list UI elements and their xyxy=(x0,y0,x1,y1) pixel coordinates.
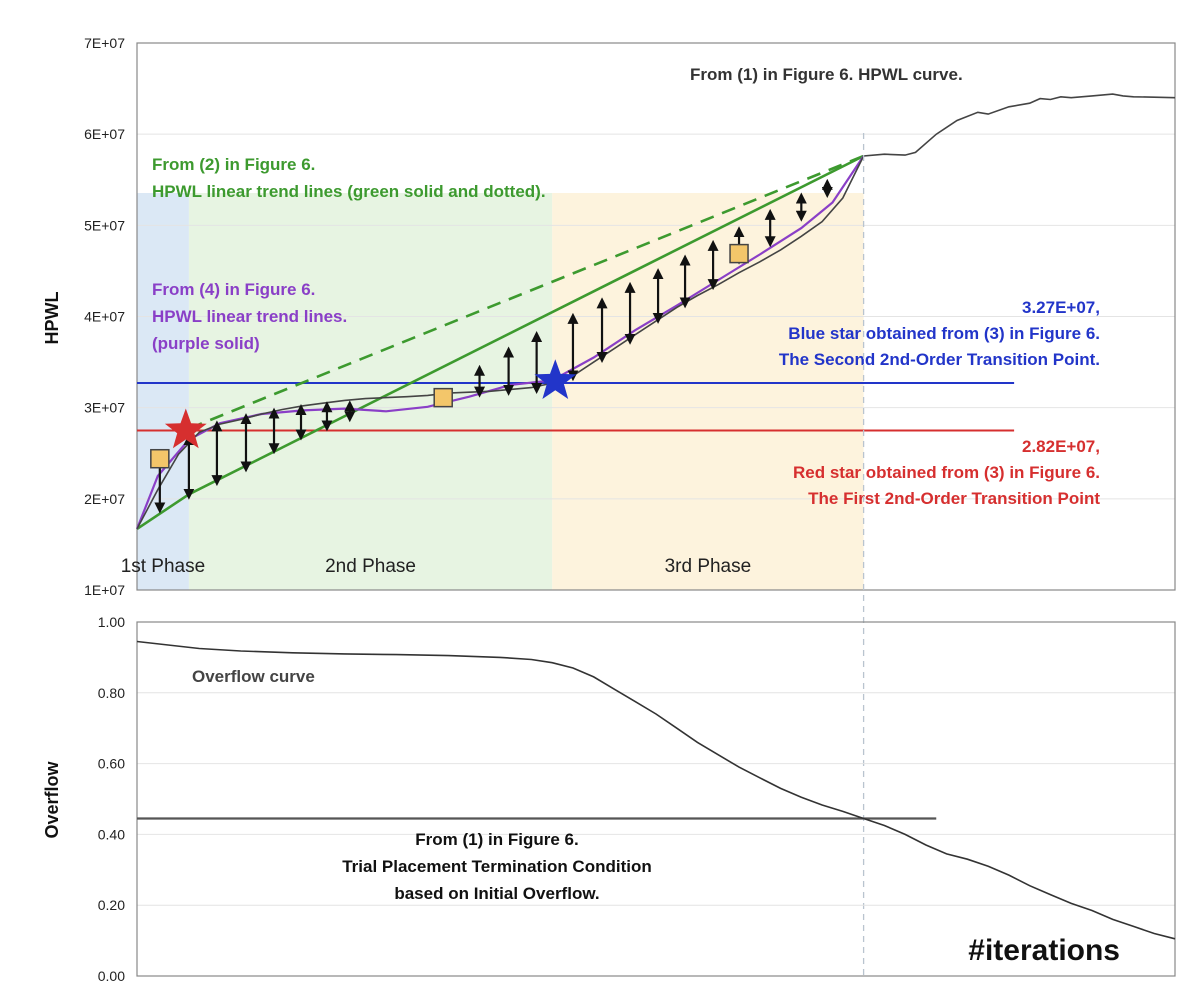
bottom-y-tick-label: 1.00 xyxy=(98,614,125,630)
top-plot-frame xyxy=(136,42,1176,591)
annotation-blue-line-3: The Second 2nd-Order Transition Point. xyxy=(779,350,1100,369)
square-marker xyxy=(150,448,170,469)
phase-band-3 xyxy=(552,193,864,590)
bottom-y-tick-label: 0.80 xyxy=(98,685,125,701)
bottom-y-tick-labels: 0.00 0.20 0.40 0.60 0.80 1.00 xyxy=(98,614,125,984)
top-y-tick-label: 2E+07 xyxy=(84,491,125,507)
series-overflow-curve xyxy=(136,640,1176,940)
overflow-chart: 0.00 0.20 0.40 0.60 0.80 1.00 Overflow Overfl… xyxy=(42,614,1176,984)
annotation-red-line-1: 2.82E+07, xyxy=(1022,437,1100,456)
top-y-tick-label: 4E+07 xyxy=(84,309,125,325)
series-green-dotted xyxy=(188,154,865,430)
annotation-green-line-1: From (2) in Figure 6. xyxy=(152,155,315,174)
annotation-green-line-2: HPWL linear trend lines (green solid and… xyxy=(152,182,546,201)
annotation-hpwl-curve-text: From (1) in Figure 6. HPWL curve. xyxy=(690,65,963,84)
top-series xyxy=(135,93,1176,530)
phase-band-2 xyxy=(188,193,553,590)
annotation-purple-line-1: From (4) in Figure 6. xyxy=(152,280,315,299)
bottom-y-tick-label: 0.00 xyxy=(98,968,125,984)
annotation-blue: 3.27E+07, Blue star obtained from (3) in… xyxy=(779,298,1100,369)
bottom-y-tick-label: 0.20 xyxy=(98,897,125,913)
bottom-y-axis-label: Overflow xyxy=(42,760,62,838)
annotation-termination-line-3: based on Initial Overflow. xyxy=(394,884,599,903)
annotation-overflow-curve-text: Overflow curve xyxy=(192,667,315,686)
bottom-y-tick-label: 0.60 xyxy=(98,756,125,772)
blue-star-marker xyxy=(534,359,577,399)
difference-arrows xyxy=(154,178,833,514)
square-marker xyxy=(729,243,749,264)
annotation-purple-line-2: HPWL linear trend lines. xyxy=(152,307,347,326)
top-y-tick-label: 7E+07 xyxy=(84,35,125,51)
square-marker xyxy=(433,387,453,408)
phase-labels: 1st Phase 2nd Phase 3rd Phase xyxy=(121,556,752,577)
annotation-red-line-2: Red star obtained from (3) in Figure 6. xyxy=(793,463,1100,482)
annotation-termination-line-1: From (1) in Figure 6. xyxy=(415,830,578,849)
x-axis-label: #iterations xyxy=(968,934,1120,967)
phase-band-1 xyxy=(137,193,189,590)
top-y-tick-label: 1E+07 xyxy=(84,582,125,598)
red-star-marker xyxy=(164,408,207,449)
phase-label-3: 3rd Phase xyxy=(665,556,752,577)
annotation-overflow-curve: Overflow curve xyxy=(192,667,315,686)
top-y-tick-label: 5E+07 xyxy=(84,217,125,233)
hpwl-chart: 1E+07 2E+07 3E+07 4E+07 5E+07 6E+07 7E+07 HPWL… xyxy=(42,35,1176,598)
annotation-red: 2.82E+07, Red star obtained from (3) in … xyxy=(793,437,1100,508)
annotation-blue-line-1: 3.27E+07, xyxy=(1022,298,1100,317)
bottom-plot-frame xyxy=(136,621,1176,977)
annotation-red-line-3: The First 2nd-Order Transition Point xyxy=(808,489,1100,508)
top-y-tick-label: 3E+07 xyxy=(84,400,125,416)
annotation-termination: From (1) in Figure 6. Trial Placement Te… xyxy=(342,830,652,903)
markers xyxy=(150,243,749,469)
annotation-termination-line-2: Trial Placement Termination Condition xyxy=(342,857,652,876)
annotation-blue-line-2: Blue star obtained from (3) in Figure 6. xyxy=(788,324,1100,343)
bottom-series xyxy=(136,640,1176,940)
top-y-tick-labels: 1E+07 2E+07 3E+07 4E+07 5E+07 6E+07 7E+07 xyxy=(84,35,125,598)
annotation-green: From (2) in Figure 6. HPWL linear trend … xyxy=(152,155,546,201)
bottom-y-tick-label: 0.40 xyxy=(98,826,125,842)
annotation-hpwl-curve: From (1) in Figure 6. HPWL curve. xyxy=(690,65,963,84)
annotation-purple: From (4) in Figure 6. HPWL linear trend … xyxy=(152,280,347,353)
top-y-tick-label: 6E+07 xyxy=(84,126,125,142)
phase-label-2: 2nd Phase xyxy=(325,556,416,577)
annotation-purple-line-3: (purple solid) xyxy=(152,334,260,353)
top-y-axis-label: HPWL xyxy=(42,292,62,345)
phase-label-1: 1st Phase xyxy=(121,556,206,577)
phase-bands xyxy=(137,193,864,590)
